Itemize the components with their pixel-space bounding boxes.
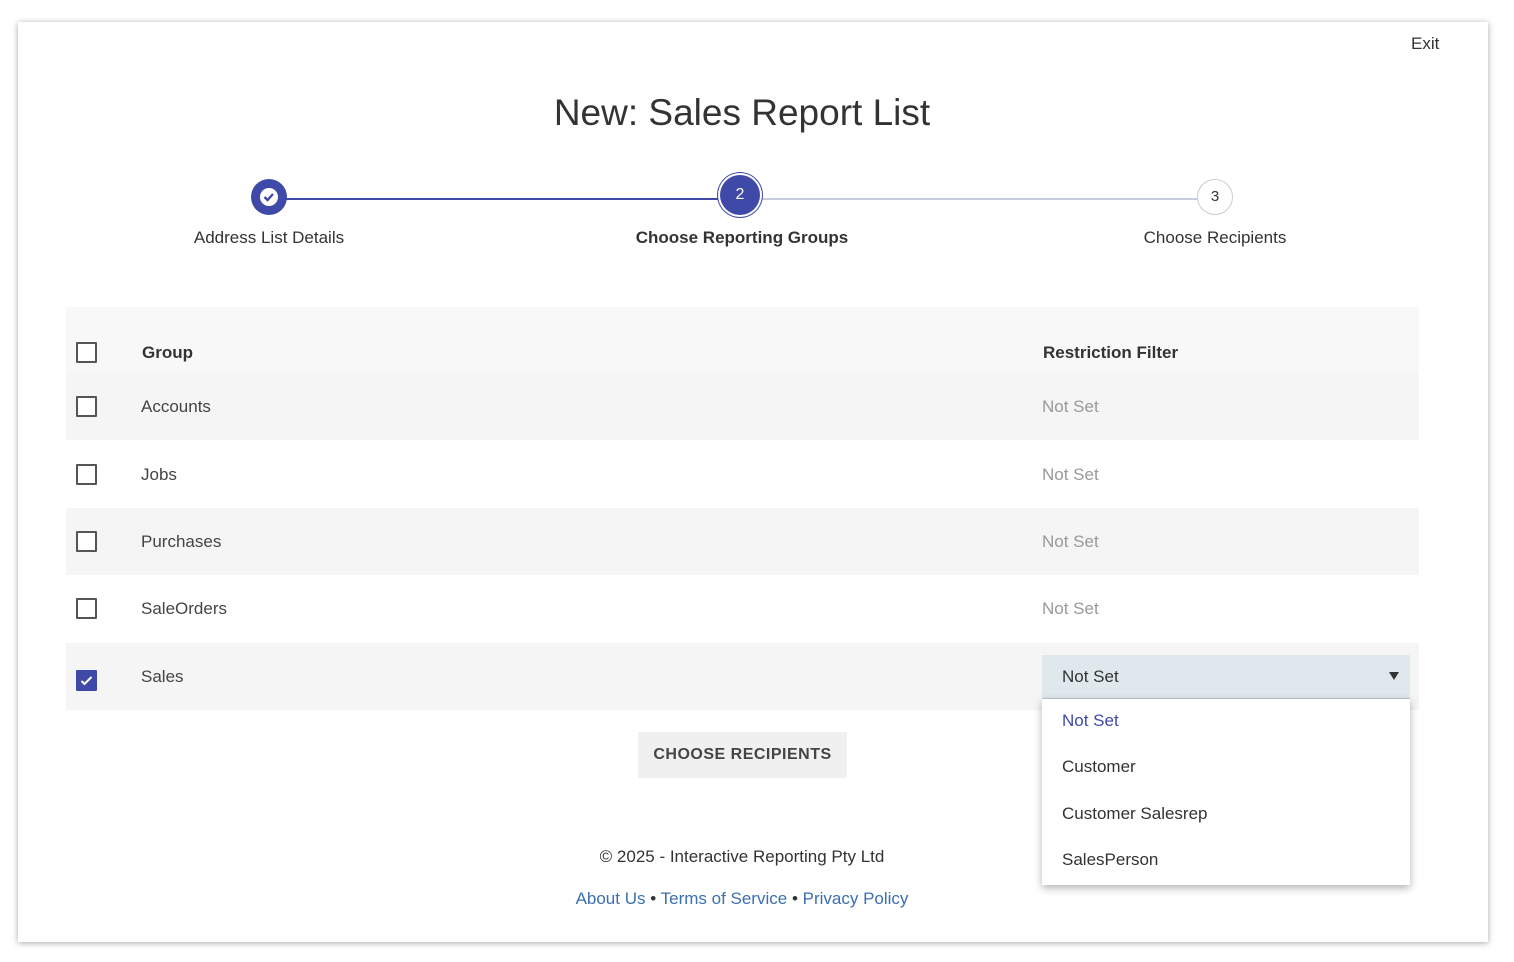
- footer-link[interactable]: Privacy Policy: [802, 889, 909, 908]
- dropdown-option[interactable]: Customer: [1062, 757, 1136, 776]
- dropdown-option[interactable]: Customer Salesrep: [1062, 804, 1208, 823]
- checkbox[interactable]: [76, 598, 97, 619]
- filter-cell: Not Set: [1042, 465, 1099, 484]
- step-label: Address List Details: [193, 228, 345, 247]
- primary-button[interactable]: CHOOSE RECIPIENTS: [638, 732, 847, 778]
- table-row: SaleOrders Not Set: [66, 575, 1419, 642]
- footer-links: About Us • Terms of Service • Privacy Po…: [0, 889, 1484, 909]
- dropdown-option[interactable]: SalesPerson: [1062, 850, 1159, 869]
- separator: •: [650, 889, 657, 908]
- separator: •: [791, 889, 798, 908]
- checkbox[interactable]: [76, 670, 97, 691]
- copyright: © 2025 - Interactive Reporting Pty Ltd: [599, 847, 885, 866]
- step-label: Choose Recipients: [1143, 228, 1287, 247]
- filter-cell: Not Set: [1042, 397, 1099, 416]
- group-cell: Sales: [141, 667, 184, 686]
- group-cell: Jobs: [141, 465, 177, 484]
- title: New: Sales Report List: [553, 92, 931, 133]
- dropdown-menu: Not Set Customer Customer Salesrep Sales…: [1042, 699, 1410, 885]
- group-cell: SaleOrders: [141, 599, 227, 618]
- filter-cell: Not Set: [1042, 599, 1099, 618]
- step-line: [742, 198, 1215, 200]
- step-complete-icon: [251, 179, 287, 215]
- table-row: Accounts Not Set: [66, 373, 1419, 440]
- step-label: Choose Reporting Groups: [635, 228, 849, 247]
- step-number: 2: [720, 175, 760, 215]
- table-header: Group Restriction Filter: [66, 307, 1419, 373]
- select[interactable]: Not Set: [1042, 655, 1410, 699]
- group-cell: Accounts: [141, 397, 211, 416]
- check-icon: [80, 676, 93, 686]
- header-cell: Group: [142, 343, 193, 362]
- step-number: 3: [1197, 179, 1233, 215]
- exit-link[interactable]: Exit: [1411, 34, 1440, 53]
- dropdown-option[interactable]: Not Set: [1062, 711, 1119, 730]
- footer-link[interactable]: About Us: [575, 889, 646, 908]
- checkbox[interactable]: [76, 531, 97, 552]
- step-line-done: [269, 198, 742, 200]
- footer-link[interactable]: Terms of Service: [660, 889, 788, 908]
- group-cell: Purchases: [141, 532, 222, 551]
- select-value: Not Set: [1062, 667, 1119, 686]
- table-row: Purchases Not Set: [66, 508, 1419, 575]
- checkbox[interactable]: [76, 396, 97, 417]
- header-cell: Restriction Filter: [1043, 343, 1179, 362]
- select-arrow: [1389, 672, 1399, 680]
- checkbox[interactable]: [76, 342, 97, 363]
- checkbox[interactable]: [76, 464, 97, 485]
- filter-cell: Not Set: [1042, 532, 1099, 551]
- table-row: Jobs Not Set: [66, 441, 1419, 508]
